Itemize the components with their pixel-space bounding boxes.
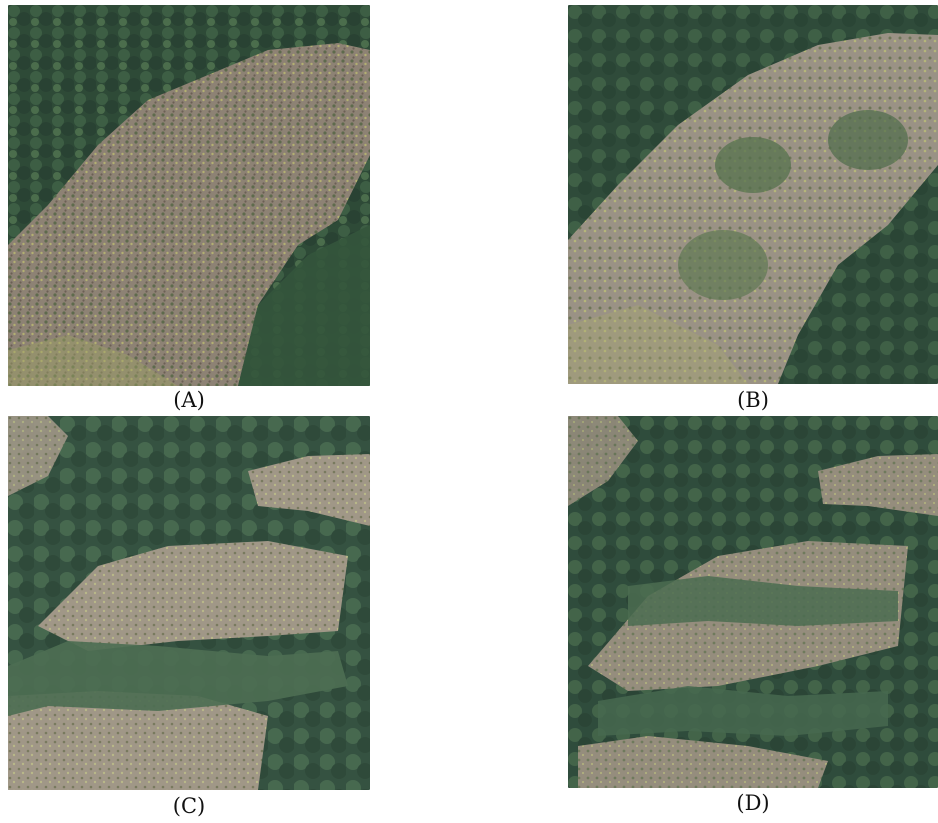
image-panel-b (568, 5, 938, 384)
hillside-photo-c (8, 416, 370, 790)
hillside-photo-a (8, 5, 370, 386)
caption-a: (A) (173, 388, 205, 412)
caption-d: (D) (736, 791, 770, 815)
hillside-photo-d (568, 416, 938, 788)
image-panel-c (8, 416, 370, 790)
image-panel-d (568, 416, 938, 788)
caption-b: (B) (737, 388, 769, 412)
caption-c: (C) (172, 794, 206, 818)
hillside-photo-b (568, 5, 938, 384)
image-panel-a (8, 5, 370, 386)
